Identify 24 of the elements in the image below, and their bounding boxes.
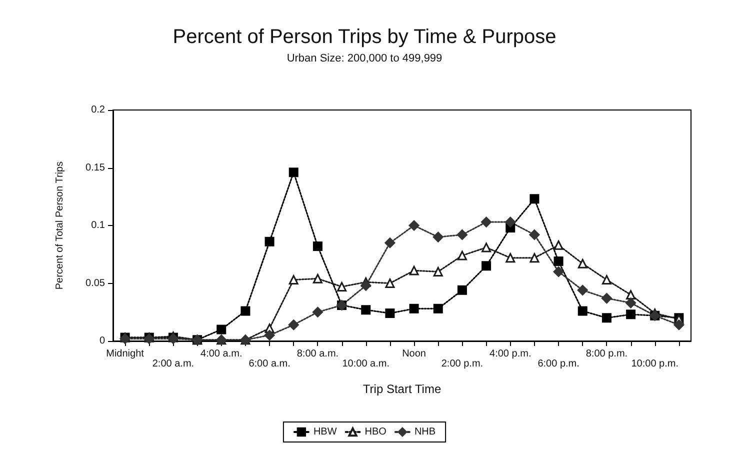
y-tick-label: 0.05 [86, 278, 106, 289]
y-tick-label: 0.15 [86, 162, 106, 174]
x-tick-label: 10:00 p.m. [631, 358, 679, 370]
legend-label: HBW [313, 426, 338, 438]
y-tick-label: 0.2 [91, 104, 106, 116]
chart-title: Percent of Person Trips by Time & Purpose [172, 26, 556, 48]
legend-label: NHB [414, 426, 436, 438]
x-tick-label: 6:00 a.m. [248, 358, 290, 370]
x-tick-label: 6:00 p.m. [538, 358, 580, 370]
y-tick-label: 0 [99, 336, 106, 346]
x-tick-label: Midnight [106, 348, 144, 360]
x-tick-label: 2:00 p.m. [441, 358, 484, 370]
x-tick-label: 4:00 a.m. [200, 348, 242, 360]
x-tick-label: 8:00 a.m. [296, 348, 339, 360]
legend-label: HBO [364, 426, 387, 438]
x-axis-title: Trip Start Time [362, 382, 442, 396]
x-tick-label: Noon [402, 348, 426, 360]
x-tick-label: 4:00 p.m. [490, 348, 532, 360]
x-tick-label: 10:00 a.m. [342, 358, 390, 370]
y-tick-label: 0.1 [91, 220, 106, 231]
x-tick-label: 2:00 a.m. [152, 358, 194, 370]
x-tick-label: 8:00 p.m. [586, 348, 628, 360]
y-axis-title: Percent of Total Person Trips [54, 161, 66, 290]
chart-subtitle: Urban Size: 200,000 to 499,999 [286, 52, 442, 64]
